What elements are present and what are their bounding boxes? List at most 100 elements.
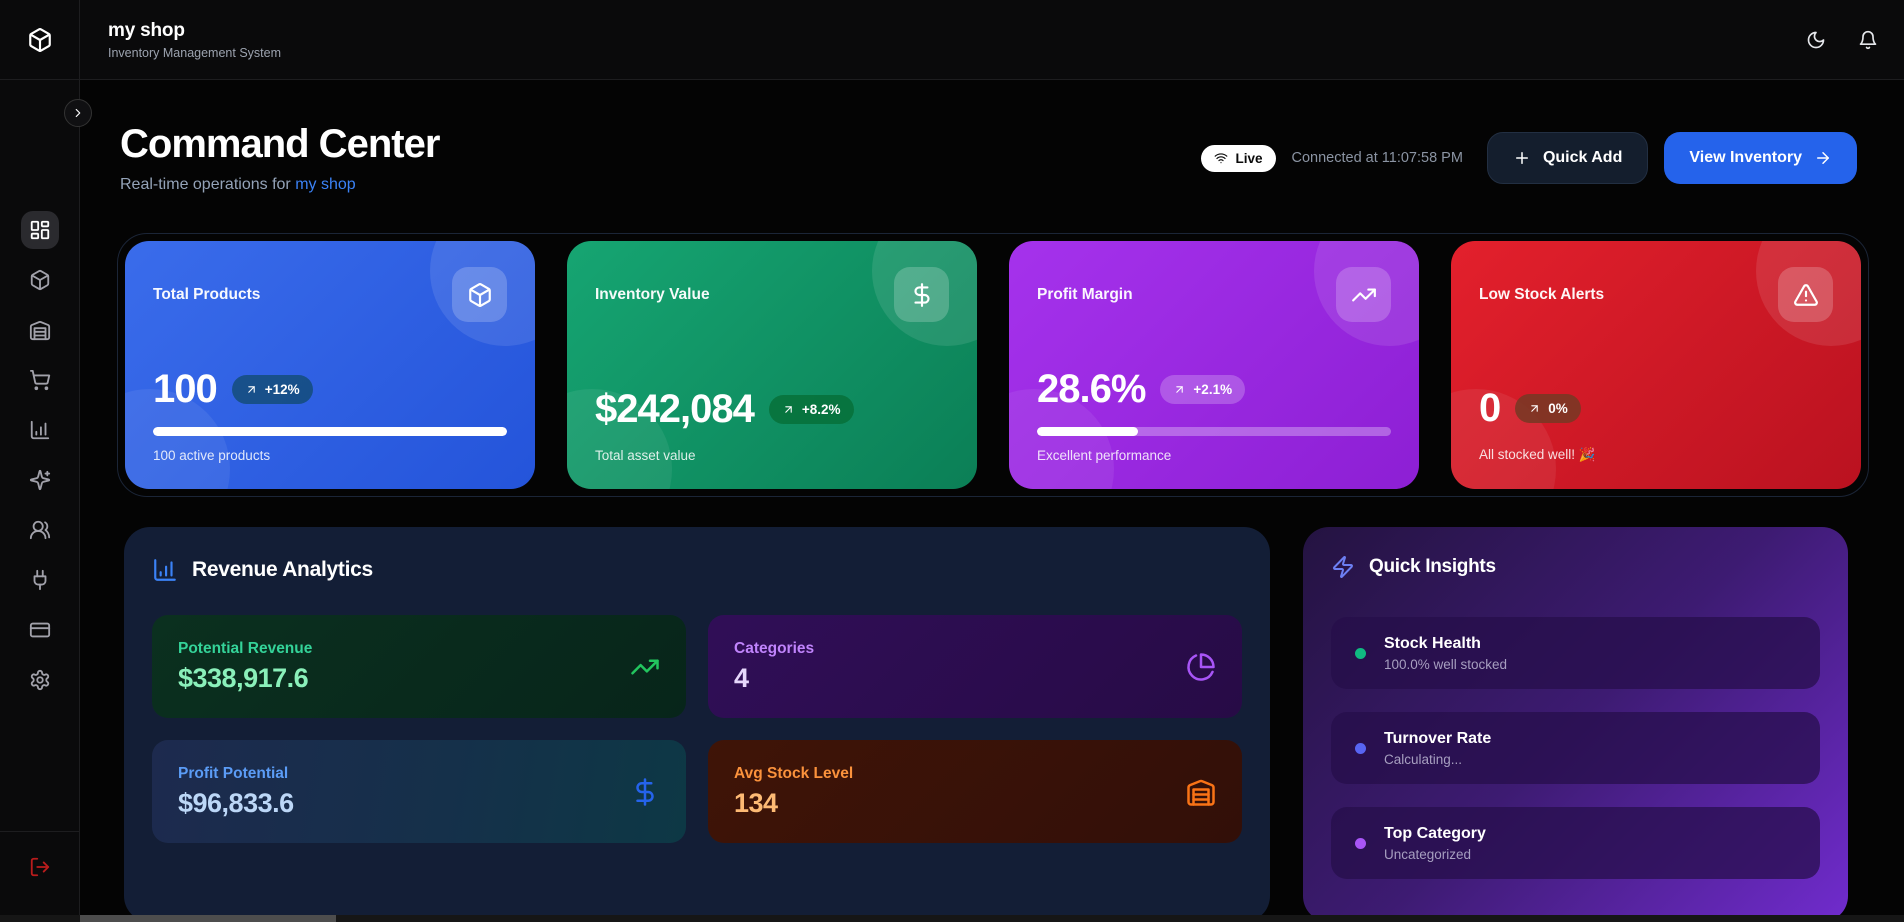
sidebar-item-dashboard[interactable] (20, 211, 59, 249)
sidebar-item-analytics[interactable] (21, 411, 59, 449)
progress-fill (1037, 427, 1139, 436)
main-content: Command Center Real-time operations for … (80, 80, 1904, 922)
log-out-icon (29, 856, 51, 878)
insight-title: Stock Health (1384, 634, 1481, 652)
horizontal-scrollbar (0, 915, 1904, 922)
arrow-up-right-icon (782, 403, 795, 416)
sidebar-expand-button[interactable] (64, 99, 92, 127)
stat-value: 28.6% (1037, 367, 1146, 411)
package-icon (29, 269, 51, 291)
credit-card-icon (29, 619, 51, 641)
warehouse-icon (1186, 777, 1216, 807)
topbar-actions (1806, 30, 1904, 50)
logout-button[interactable] (21, 848, 59, 886)
page-subtitle: Real-time operations for my shop (120, 176, 356, 193)
package-icon (452, 267, 507, 322)
sparkles-icon (29, 469, 51, 491)
revenue-analytics-panel: Revenue Analytics Potential Revenue $338… (124, 527, 1270, 922)
warehouse-icon (29, 319, 51, 341)
metric-categories: Categories 4 (708, 615, 1242, 718)
live-status-badge: Live (1201, 144, 1276, 172)
connected-timestamp: Connected at 11:07:58 PM (1291, 150, 1463, 166)
sidebar-item-customers[interactable] (21, 511, 59, 549)
insight-top-category: Top Category Uncategorized (1331, 807, 1820, 879)
insight-stock-health: Stock Health 100.0% well stocked (1331, 617, 1820, 689)
metric-value: $96,833.6 (178, 787, 294, 818)
progress-bar (153, 427, 507, 436)
metric-label: Avg Stock Level (734, 764, 854, 782)
insight-subtitle: Uncategorized (1384, 846, 1472, 862)
quick-insights-panel: Quick Insights Stock Health 100.0% well … (1303, 527, 1848, 922)
change-badge: +2.1% (1160, 375, 1246, 404)
quick-add-button[interactable]: Quick Add (1486, 132, 1649, 184)
arrow-right-icon (1814, 149, 1832, 167)
metric-profit-potential: Profit Potential $96,833.6 (152, 740, 686, 843)
sidebar-item-products[interactable] (21, 261, 59, 299)
settings-icon (29, 669, 51, 691)
page-title: Command Center (120, 122, 440, 166)
quick-insights-title: Quick Insights (1331, 555, 1820, 579)
scrollbar-thumb[interactable] (80, 915, 336, 922)
app-subtitle: Inventory Management System (108, 45, 281, 60)
stat-cards-row: Total Products 100 +12% 100 active produ… (117, 233, 1869, 497)
pie-chart-icon (1186, 652, 1216, 682)
status-dot (1355, 742, 1366, 754)
bar-chart-icon (29, 419, 51, 441)
shop-name-link[interactable]: my shop (295, 176, 356, 193)
sidebar-footer (0, 831, 79, 922)
sidebar-item-orders[interactable] (21, 361, 59, 399)
change-badge: 0% (1515, 394, 1581, 423)
sidebar-item-integrations[interactable] (21, 561, 59, 599)
stat-value: 0 (1479, 386, 1501, 430)
progress-fill (153, 427, 507, 436)
zap-icon (1331, 555, 1355, 579)
status-dot (1355, 837, 1366, 849)
stat-footer: 100 active products (153, 448, 271, 463)
topbar: my shop Inventory Management System (0, 0, 1904, 80)
notifications-button[interactable] (1858, 30, 1878, 50)
layout-dashboard-icon (29, 219, 51, 241)
revenue-analytics-title: Revenue Analytics (152, 557, 1242, 583)
plug-icon (29, 569, 51, 591)
chevron-right-icon (71, 106, 85, 120)
metric-value: 134 (734, 787, 778, 818)
header-actions: Live Connected at 11:07:58 PM Quick Add … (1201, 132, 1857, 184)
view-inventory-button[interactable]: View Inventory (1664, 132, 1857, 184)
trending-up-icon (630, 652, 660, 682)
app-name: my shop (108, 19, 185, 41)
theme-toggle-button[interactable] (1806, 30, 1826, 50)
change-badge: +8.2% (768, 395, 854, 424)
dollar-sign-icon (630, 777, 660, 807)
dollar-sign-icon (894, 267, 949, 322)
alert-triangle-icon (1778, 267, 1833, 322)
sidebar-item-billing[interactable] (21, 611, 59, 649)
app-logo (0, 0, 80, 79)
users-icon (29, 519, 51, 541)
moon-icon (1806, 30, 1826, 50)
metric-avg-stock-level: Avg Stock Level 134 (708, 740, 1242, 843)
metric-label: Profit Potential (178, 764, 289, 782)
metric-label: Categories (734, 639, 815, 657)
insight-title: Top Category (1384, 824, 1486, 842)
insight-subtitle: 100.0% well stocked (1384, 656, 1508, 672)
page-header: Command Center Real-time operations for … (120, 122, 1857, 194)
stat-footer: Excellent performance (1037, 448, 1172, 463)
sidebar-item-ai[interactable] (21, 461, 59, 499)
arrow-up-right-icon (1528, 402, 1541, 415)
app-titles: my shop Inventory Management System (80, 20, 281, 60)
bar-chart-icon (152, 557, 178, 583)
sidebar-item-inventory[interactable] (21, 311, 59, 349)
trending-up-icon (1336, 267, 1391, 322)
status-dot (1355, 647, 1366, 659)
sidebar-item-settings[interactable] (21, 661, 59, 699)
stat-label: Profit Margin (1037, 285, 1133, 303)
insights-list: Stock Health 100.0% well stocked Turnove… (1331, 617, 1820, 879)
plus-icon (1513, 149, 1531, 167)
arrow-up-right-icon (245, 383, 258, 396)
insight-subtitle: Calculating... (1384, 751, 1463, 767)
metric-value: $338,917.6 (178, 662, 309, 693)
stat-label: Inventory Value (595, 285, 710, 303)
insight-turnover-rate: Turnover Rate Calculating... (1331, 712, 1820, 784)
stat-value: $242,084 (595, 387, 755, 431)
metric-value: 4 (734, 662, 749, 693)
